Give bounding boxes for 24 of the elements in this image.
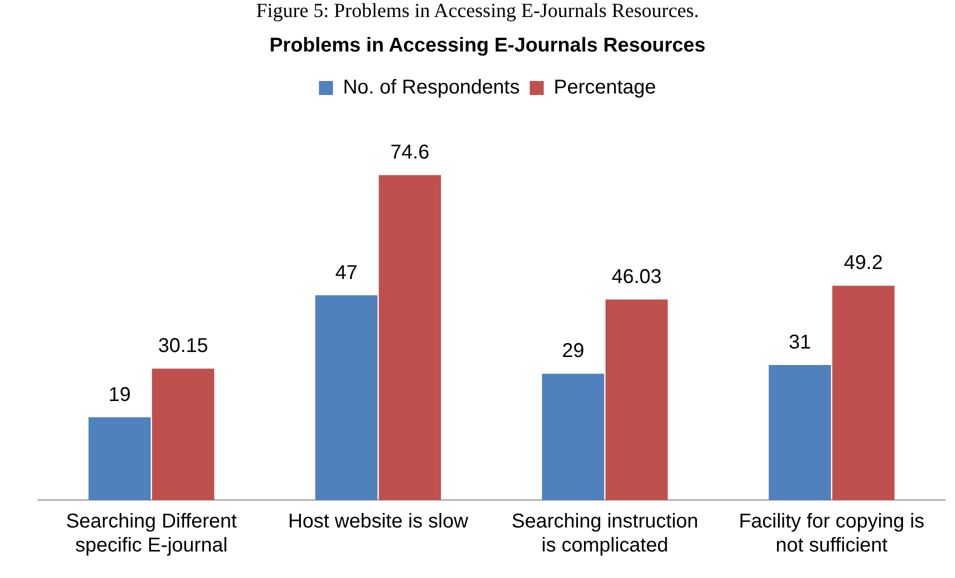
- legend-label: Percentage: [554, 76, 656, 99]
- caption: Figure 5: Problems in Accessing E-Journals Resources.: [255, 0, 700, 24]
- data-label: 49.2: [844, 252, 883, 274]
- legend-label: No. of Respondents: [342, 76, 520, 99]
- bar: [315, 295, 378, 500]
- x-tick-label: Searching instruction is complicated: [511, 510, 698, 557]
- bar: [378, 175, 441, 500]
- x-tick-label: Searching Different specific E-journal: [66, 510, 238, 557]
- data-label: 29: [562, 340, 584, 362]
- bar: [606, 300, 668, 500]
- chart-title: Problems in Accessing E-Journals Resources: [269, 34, 706, 57]
- data-label: 47: [335, 262, 358, 284]
- data-label: 19: [108, 384, 131, 406]
- bar: [832, 286, 894, 500]
- bar: [542, 374, 604, 500]
- data-label: 31: [788, 331, 812, 354]
- x-tick-label: Facility for copying is not sufficient: [738, 510, 924, 557]
- bar: [88, 417, 151, 500]
- data-label: 30.15: [158, 335, 208, 358]
- bar: [768, 364, 831, 500]
- x-tick-label: Host website is slow: [288, 510, 469, 533]
- data-label: 46.03: [612, 266, 662, 288]
- bar: [152, 368, 214, 500]
- data-label: 74.6: [390, 142, 430, 164]
